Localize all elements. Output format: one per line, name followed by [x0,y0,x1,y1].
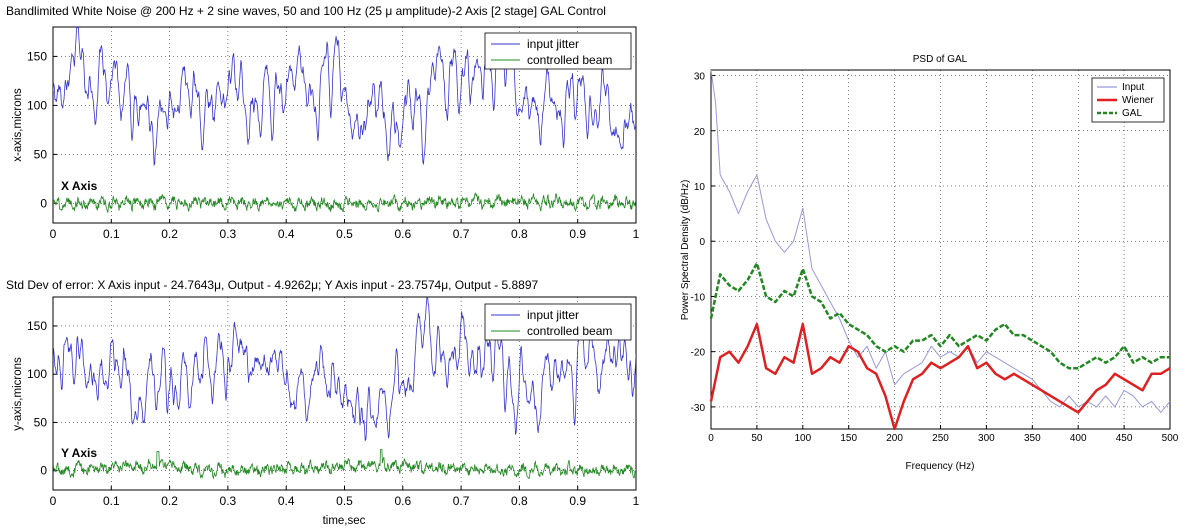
psd-plot-area [710,69,1171,430]
x-legend: input jitter controlled beam [484,32,632,70]
x-panel-title: Bandlimited White Noise @ 200 Hz + 2 sin… [6,4,606,18]
x-tick-label: 400 [1070,433,1087,444]
x-tick-label: 0.5 [336,494,353,508]
y-tick-label: 50 [34,147,48,161]
x-tick-label: 0.6 [394,227,411,241]
x-tick-label: 0.9 [569,494,586,508]
x-tick-labels: 0 0.1 0.2 0.3 0.4 0.5 0.6 0.7 0.8 0.9 1 0 50 100 150 [27,49,640,241]
x-tick-label: 350 [1024,433,1041,444]
x-tick-label: 0.1 [103,227,120,241]
y-tick-label: -30 [691,403,706,414]
x-tick-label: 0.4 [278,494,295,508]
x-tick-label: 0.6 [394,494,411,508]
x-tick-label: 0.8 [511,494,528,508]
psd-legend: Input Wiener GAL [1091,77,1165,123]
psd-series-lines [709,69,1171,431]
series-line-input-jitter [53,27,636,167]
x-tick-label: 0.3 [220,227,237,241]
y-legend-box [484,303,632,341]
x-tick-label: 300 [978,433,995,444]
x-panel-ylabel: x-axis,microns [12,88,24,162]
psd-legend-gal: GAL [1122,108,1142,119]
psd-legend-wiener: Wiener [1122,95,1154,106]
x-tick-label: 0.2 [161,227,178,241]
psd-line-input [710,69,1171,413]
psd-title: PSD of GAL [913,54,968,65]
y-legend-input: input jitter [527,308,579,322]
y-tick-label: 0 [699,237,705,248]
y-tick-label: 20 [694,127,706,138]
x-legend-box [484,32,632,70]
series-line-controlled-beam [53,449,636,480]
series-line-input-jitter [53,297,636,442]
x-tick-label: 450 [1116,433,1133,444]
y-tick-labels: 0 0.1 0.2 0.3 0.4 0.5 0.6 0.7 0.8 0.9 1 0 50 100 150 [27,319,640,508]
x-tick-label: 0.3 [220,494,237,508]
y-tick-label: 10 [694,182,706,193]
x-tick-label: 200 [886,433,903,444]
psd-gridlines [710,70,1171,429]
x-tick-label: 50 [751,433,763,444]
y-tick-label: 0 [40,196,47,210]
x-tick-label: 500 [1162,433,1179,444]
psd-xlabel: Frequency (Hz) [906,461,975,472]
y-tick-label: 30 [694,72,706,83]
y-axis-panel: Std Dev of error: X Axis input - 24.7643… [6,278,640,527]
y-tick-label: -10 [691,292,706,303]
psd-legend-input: Input [1122,82,1144,93]
x-tick-label: 250 [932,433,949,444]
x-axis-annotation: X Axis [61,179,98,193]
psd-line-wiener [709,322,1171,431]
y-tick-label: 150 [27,319,47,333]
x-tick-label: 0.9 [569,227,586,241]
x-tick-label: 1 [633,227,640,241]
x-tick-label: 0 [50,227,57,241]
y-panel-ylabel: y-axis,microns [12,357,24,431]
psd-ylabel: Power Spectral Density (dB/Hz) [680,180,691,321]
y-tick-label: 100 [27,367,47,381]
y-tick-label: 0 [40,464,47,478]
x-tick-label: 0.5 [336,227,353,241]
x-tick-label: 0.7 [453,227,470,241]
y-axis-annotation: Y Axis [61,446,97,460]
y-tick-label: 100 [27,98,47,112]
y-tick-label: -20 [691,348,706,359]
x-tick-label: 0.4 [278,227,295,241]
x-tick-label: 1 [633,494,640,508]
psd-tick-labels: 0 50 100 150 200 250 300 350 400 450 500 -30 -20 -10 0… [691,72,1179,444]
y-series-lines [53,297,636,480]
x-tick-label: 0 [50,494,57,508]
x-legend-beam: controlled beam [527,53,612,67]
x-legend-input: input jitter [527,37,579,51]
y-panel-xlabel: time,sec [323,515,366,527]
x-tick-label: 0.2 [161,494,178,508]
x-tick-label: 0.1 [103,494,120,508]
x-tick-label: 0.8 [511,227,528,241]
series-line-controlled-beam [53,192,636,213]
y-legend: input jitter controlled beam [484,303,632,341]
x-tick-label: 0 [708,433,714,444]
y-tick-label: 150 [27,49,47,63]
y-panel-title: Std Dev of error: X Axis input - 24.7643… [6,278,538,292]
psd-panel: PSD of GAL 0 50 100 150 200 250 300 350 400 450 50… [680,54,1179,472]
x-series-lines [53,27,636,213]
psd-line-gal [709,262,1170,370]
x-axis-panel: Bandlimited White Noise @ 200 Hz + 2 sin… [6,4,640,241]
y-tick-label: 50 [34,415,48,429]
x-tick-label: 100 [794,433,811,444]
x-tick-label: 150 [840,433,857,444]
psd-legend-box [1091,77,1165,123]
y-legend-beam: controlled beam [527,324,612,338]
x-tick-label: 0.7 [453,494,470,508]
